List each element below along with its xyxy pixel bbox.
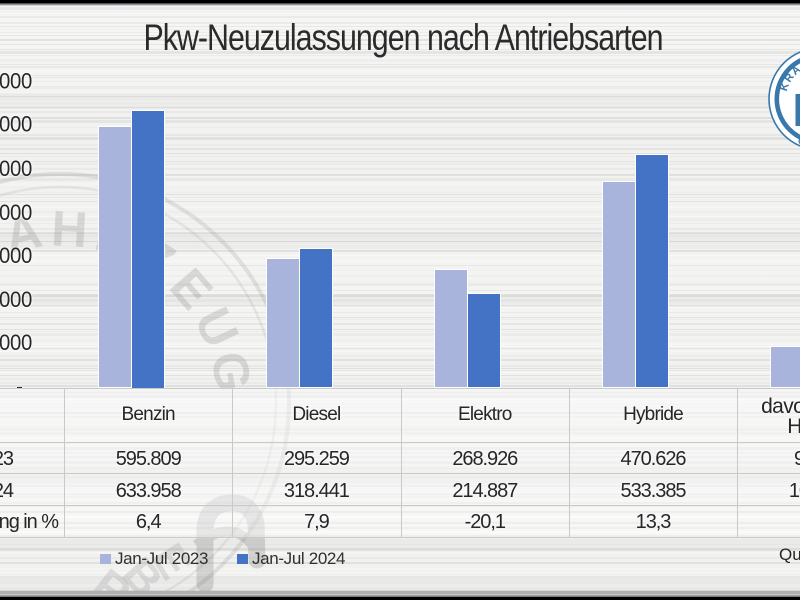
svg-text:K: K bbox=[778, 81, 792, 92]
svg-text:O: O bbox=[795, 135, 800, 148]
svg-text:A: A bbox=[789, 64, 800, 78]
svg-text:H: H bbox=[50, 200, 89, 258]
